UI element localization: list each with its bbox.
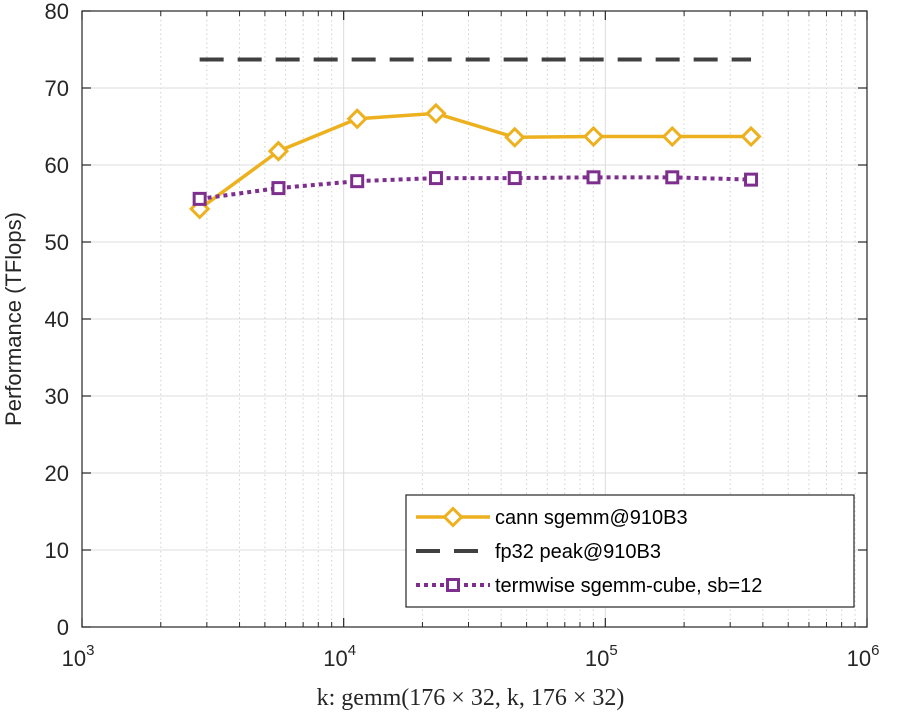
legend: cann sgemm@910B3 fp32 peak@910B3 termwise …: [405, 494, 855, 608]
data-point: [504, 126, 526, 148]
data-point: [744, 172, 759, 187]
y-tick-label: 40: [45, 307, 69, 332]
data-point: [267, 140, 290, 162]
data-point: [740, 125, 762, 148]
data-point: [271, 181, 286, 196]
series-line: [198, 111, 752, 211]
data-point: [346, 108, 368, 130]
series-layer: [189, 57, 762, 220]
series-0: [189, 102, 762, 220]
x-tick-label: 104: [323, 642, 356, 671]
data-point: [582, 125, 605, 148]
x-tick-label: 106: [847, 642, 880, 671]
data-point: [428, 171, 443, 186]
y-tick-label: 70: [45, 76, 69, 101]
data-point: [507, 171, 522, 186]
y-tick-label: 0: [57, 615, 69, 640]
data-point: [661, 125, 683, 148]
y-tick-label: 50: [45, 230, 69, 255]
x-axis-label: k: gemm(176 × 32, k, 176 × 32): [317, 685, 625, 711]
legend-entry-label: cann sgemm@910B3: [495, 507, 688, 529]
legend-swatch-marker: [442, 506, 464, 528]
y-tick-label: 10: [45, 538, 69, 563]
data-point: [192, 191, 207, 206]
legend-entry-label: termwise sgemm-cube, sb=12: [495, 575, 762, 597]
legend-entry-label: fp32 peak@910B3: [495, 541, 661, 563]
data-point: [586, 170, 601, 185]
data-point: [350, 174, 365, 189]
data-point: [425, 102, 447, 125]
series-2: [192, 170, 759, 206]
y-axis-label: Performance (TFlops): [1, 212, 26, 426]
y-tick-label: 80: [45, 0, 69, 24]
data-point: [665, 170, 680, 185]
legend-box: [405, 494, 855, 608]
x-tick-label: 105: [585, 642, 618, 671]
x-tick-label: 103: [62, 642, 95, 671]
legend-swatch-marker: [446, 578, 460, 592]
y-tick-label: 30: [45, 384, 69, 409]
ticks: 103 104 105 106 0 10 20 30 40 50 60 70 80: [45, 0, 880, 671]
y-tick-label: 20: [45, 461, 69, 486]
y-tick-label: 60: [45, 153, 69, 178]
